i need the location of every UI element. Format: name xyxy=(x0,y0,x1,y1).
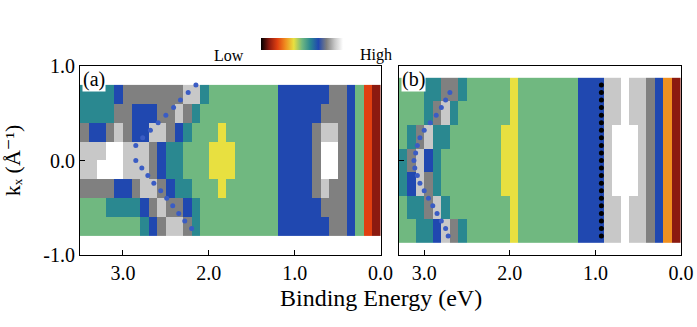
svg-text:-1.0: -1.0 xyxy=(43,244,75,266)
svg-text:0.0: 0.0 xyxy=(50,150,75,172)
svg-text:1.0: 1.0 xyxy=(50,55,75,77)
svg-text:(b): (b) xyxy=(402,68,425,91)
svg-text:2.0: 2.0 xyxy=(196,262,221,284)
svg-text:kₓ (Å⁻¹): kₓ (Å⁻¹) xyxy=(0,125,25,197)
svg-text:3.0: 3.0 xyxy=(412,262,437,284)
svg-text:3.0: 3.0 xyxy=(110,262,135,284)
svg-text:0.0: 0.0 xyxy=(669,262,694,284)
svg-text:Binding Energy (eV): Binding Energy (eV) xyxy=(280,285,482,311)
svg-text:1.0: 1.0 xyxy=(282,262,307,284)
svg-text:0.0: 0.0 xyxy=(368,262,393,284)
svg-text:1.0: 1.0 xyxy=(583,262,608,284)
svg-text:(a): (a) xyxy=(83,68,105,91)
svg-text:Low: Low xyxy=(214,47,244,64)
svg-text:High: High xyxy=(360,46,392,64)
svg-text:2.0: 2.0 xyxy=(497,262,522,284)
